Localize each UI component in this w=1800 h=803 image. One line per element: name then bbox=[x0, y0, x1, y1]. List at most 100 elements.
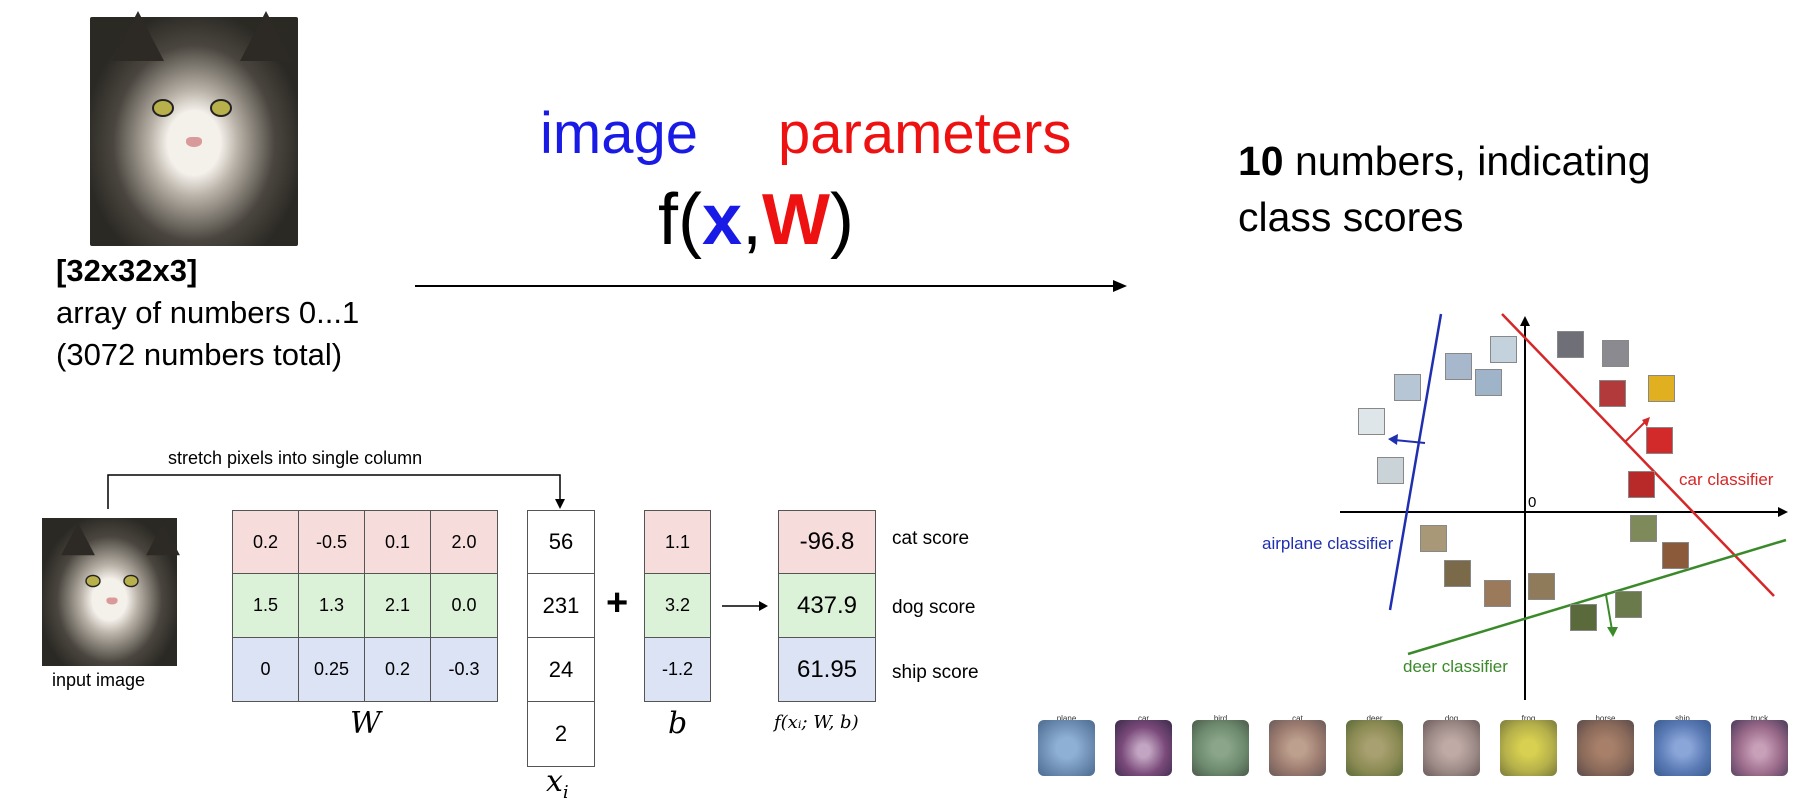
output-bold-count: 10 bbox=[1238, 138, 1284, 184]
f-cell: -96.8 bbox=[778, 510, 876, 574]
output-line1-rest: numbers, indicating bbox=[1283, 138, 1651, 184]
W-cell: 0.0 bbox=[430, 573, 498, 638]
airplane-thumb bbox=[1394, 374, 1421, 401]
deer-thumb bbox=[1570, 604, 1597, 631]
template-label: dog bbox=[1444, 714, 1459, 723]
input-dims: [32x32x3] bbox=[56, 253, 198, 288]
template-label: frog bbox=[1521, 714, 1536, 723]
deer-thumb bbox=[1662, 542, 1689, 569]
deer-classifier-line bbox=[1407, 538, 1787, 656]
classifier-plot bbox=[1340, 313, 1788, 700]
x-cell: 231 bbox=[527, 573, 595, 638]
W-cell: 2.1 bbox=[364, 573, 431, 638]
W-cell: 0.25 bbox=[298, 637, 365, 702]
func-close: ) bbox=[830, 180, 854, 260]
animal-thumb bbox=[1420, 525, 1447, 552]
dog-score-label: dog score bbox=[892, 597, 976, 618]
template-label: deer bbox=[1366, 714, 1383, 723]
plus-sign: + bbox=[606, 582, 629, 624]
func-comma: , bbox=[742, 180, 763, 260]
input-image-caption: input image bbox=[52, 670, 146, 690]
function-expression: f(x,W) bbox=[658, 180, 854, 260]
car-classifier-label: car classifier bbox=[1679, 470, 1774, 489]
W-cell: 2.0 bbox=[430, 510, 498, 574]
deer-thumb bbox=[1528, 573, 1555, 600]
W-label: W bbox=[350, 706, 381, 741]
output-line2: class scores bbox=[1238, 194, 1464, 240]
airplane-thumb bbox=[1490, 336, 1517, 363]
x-cell: 2 bbox=[527, 701, 595, 767]
x-label: xi bbox=[546, 764, 569, 803]
W-cell: -0.5 bbox=[298, 510, 365, 574]
template-image bbox=[1577, 720, 1634, 776]
b-cell: 3.2 bbox=[644, 573, 711, 638]
W-cell: 0.2 bbox=[364, 637, 431, 702]
W-cell: -0.3 bbox=[430, 637, 498, 702]
W-cell: 1.5 bbox=[232, 573, 299, 638]
template-image bbox=[1115, 720, 1172, 776]
b-label: b bbox=[668, 706, 688, 741]
x-cell: 24 bbox=[527, 637, 595, 702]
main-arrow bbox=[415, 280, 1127, 292]
template-image bbox=[1500, 720, 1557, 776]
stretch-label: stretch pixels into single column bbox=[168, 448, 423, 468]
car-classifier-line bbox=[1501, 313, 1775, 597]
template-image bbox=[1654, 720, 1711, 776]
x-cell: 56 bbox=[527, 510, 595, 574]
deer-thumb bbox=[1615, 591, 1642, 618]
result-arrow bbox=[722, 601, 768, 611]
deer-classifier-label: deer classifier bbox=[1403, 657, 1508, 676]
template-image bbox=[1731, 720, 1788, 776]
origin-label: 0 bbox=[1528, 494, 1537, 511]
car-thumb bbox=[1557, 331, 1584, 358]
cat-image-large bbox=[90, 11, 298, 246]
func-x: x bbox=[701, 180, 743, 260]
car-thumb bbox=[1646, 427, 1673, 454]
deer-thumb bbox=[1630, 515, 1657, 542]
input-desc-line1: array of numbers 0...1 bbox=[56, 295, 360, 330]
cat-score-label: cat score bbox=[892, 528, 970, 549]
car-thumb bbox=[1599, 380, 1626, 407]
template-label: cat bbox=[1292, 714, 1303, 723]
stretch-arrow bbox=[107, 474, 565, 509]
x-label-sub: i bbox=[562, 782, 569, 803]
template-image bbox=[1269, 720, 1326, 776]
template-label: bird bbox=[1213, 714, 1228, 723]
cat-image-small bbox=[42, 518, 180, 666]
airplane-thumb bbox=[1475, 369, 1502, 396]
template-image bbox=[1038, 720, 1095, 776]
template-label: horse bbox=[1595, 714, 1616, 723]
func-W: W bbox=[762, 180, 831, 260]
template-image bbox=[1423, 720, 1480, 776]
b-cell: -1.2 bbox=[644, 637, 711, 702]
func-f: f( bbox=[658, 180, 702, 260]
W-cell: 0.1 bbox=[364, 510, 431, 574]
f-cell: 437.9 bbox=[778, 573, 876, 638]
airplane-thumb bbox=[1377, 457, 1404, 484]
parameters-word: parameters bbox=[778, 101, 1072, 166]
template-image bbox=[1192, 720, 1249, 776]
ship-score-label: ship score bbox=[892, 662, 979, 683]
animal-thumb bbox=[1444, 560, 1471, 587]
W-cell: 0.2 bbox=[232, 510, 299, 574]
template-label: car bbox=[1137, 714, 1150, 723]
car-thumb bbox=[1628, 471, 1655, 498]
airplane-classifier-line bbox=[1388, 313, 1443, 611]
airplane-thumb bbox=[1358, 408, 1385, 435]
template-label: ship bbox=[1675, 714, 1690, 723]
template-label: truck bbox=[1750, 714, 1769, 723]
template-label: plane bbox=[1056, 714, 1077, 723]
f-cell: 61.95 bbox=[778, 637, 876, 702]
W-cell: 0 bbox=[232, 637, 299, 702]
output-line1: 10 numbers, indicating bbox=[1238, 138, 1651, 185]
template-image bbox=[1346, 720, 1403, 776]
car-thumb bbox=[1648, 375, 1675, 402]
x-label-main: x bbox=[546, 764, 563, 799]
f-label: f(xᵢ; W, b) bbox=[774, 712, 859, 733]
input-desc-line2: (3072 numbers total) bbox=[56, 337, 343, 372]
image-word: image bbox=[540, 101, 698, 166]
airplane-classifier-label: airplane classifier bbox=[1262, 534, 1394, 553]
W-cell: 1.3 bbox=[298, 573, 365, 638]
b-cell: 1.1 bbox=[644, 510, 711, 574]
airplane-thumb bbox=[1445, 353, 1472, 380]
